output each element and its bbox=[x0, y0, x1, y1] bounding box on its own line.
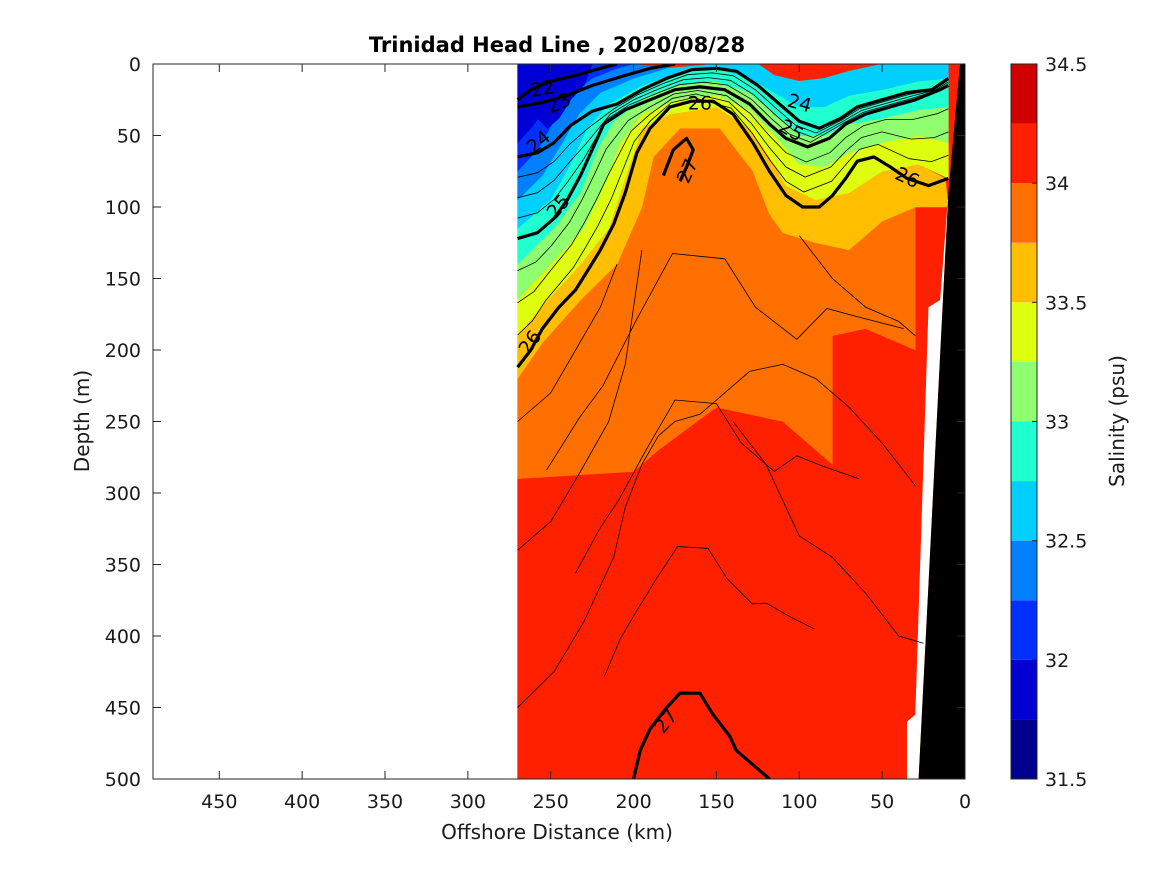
x-tick-label: 400 bbox=[284, 791, 320, 813]
minor-density-contour bbox=[546, 253, 904, 471]
seafloor-bathymetry bbox=[918, 64, 965, 779]
density-contour-layer bbox=[516, 64, 950, 779]
y-tick-label: 50 bbox=[117, 126, 141, 148]
minor-density-contour bbox=[517, 90, 949, 271]
salinity-region bbox=[517, 64, 593, 129]
minor-density-contour bbox=[517, 97, 949, 336]
y-tick-label: 450 bbox=[105, 698, 141, 720]
y-tick-label: 100 bbox=[105, 197, 141, 219]
x-tick-label: 250 bbox=[533, 791, 569, 813]
x-tick-label: 200 bbox=[615, 791, 651, 813]
minor-density-contour bbox=[575, 399, 860, 574]
colorbar-tick-label: 34.5 bbox=[1045, 54, 1087, 76]
density-contour-25 bbox=[517, 84, 950, 241]
colorbar-swatch bbox=[1011, 600, 1037, 660]
colorbar-swatch bbox=[1011, 64, 1037, 124]
x-tick-label: 100 bbox=[781, 791, 817, 813]
colorbar-tick-label: 33 bbox=[1045, 412, 1069, 434]
no-data-gap bbox=[907, 192, 949, 779]
minor-density-contour bbox=[517, 77, 949, 199]
colorbar-tick-label: 33.5 bbox=[1045, 292, 1087, 314]
colorbar-tick-label: 32.5 bbox=[1045, 531, 1087, 553]
colorbar-swatch bbox=[1011, 123, 1037, 184]
minor-density-contour bbox=[517, 264, 618, 422]
minor-density-contour bbox=[604, 546, 815, 677]
y-axis-label: Depth (m) bbox=[70, 370, 94, 472]
y-tick-label: 500 bbox=[105, 769, 141, 791]
colorbar-swatch bbox=[1011, 481, 1037, 541]
colorbar-swatch bbox=[1011, 421, 1037, 482]
minor-density-contour bbox=[517, 93, 949, 304]
y-tick-label: 0 bbox=[129, 54, 141, 76]
y-tick-label: 200 bbox=[105, 340, 141, 362]
colorbar-swatch bbox=[1011, 183, 1037, 243]
x-tick-label: 300 bbox=[450, 791, 486, 813]
x-axis-ticks: 450 400 350 300 250 200 150 100 50 0 bbox=[201, 64, 971, 813]
x-tick-label: 450 bbox=[201, 791, 237, 813]
bathymetry-layer bbox=[907, 64, 965, 779]
colorbar-swatch bbox=[1011, 361, 1037, 422]
colorbar-swatch bbox=[1011, 719, 1037, 779]
colorbar-tick-label: 32 bbox=[1045, 650, 1069, 672]
contour-label: 26 bbox=[688, 93, 712, 115]
y-tick-label: 250 bbox=[105, 412, 141, 434]
x-tick-label: 0 bbox=[959, 791, 971, 813]
minor-density-contour bbox=[517, 72, 949, 178]
minor-density-contour bbox=[732, 421, 924, 644]
minor-density-contour bbox=[798, 235, 916, 337]
x-axis-label: Offshore Distance (km) bbox=[441, 820, 673, 844]
density-contour-27 bbox=[661, 136, 695, 182]
density-contour-27 bbox=[632, 691, 771, 779]
minor-density-contour bbox=[517, 363, 916, 708]
y-tick-label: 350 bbox=[105, 555, 141, 577]
density-contour-22 bbox=[516, 64, 618, 102]
colorbar-swatch bbox=[1011, 302, 1037, 362]
y-tick-label: 150 bbox=[105, 269, 141, 291]
colorbar-swatch bbox=[1011, 242, 1037, 303]
minor-density-contour bbox=[517, 249, 643, 551]
colorbar-swatch bbox=[1011, 659, 1037, 720]
x-tick-label: 150 bbox=[698, 791, 734, 813]
colorbar-tick-label: 31.5 bbox=[1045, 769, 1087, 791]
density-contour-24 bbox=[517, 66, 950, 159]
contour-label: 22 bbox=[528, 76, 556, 102]
y-axis-ticks: 0 50 100 150 200 250 300 350 400 450 500 bbox=[105, 54, 965, 791]
density-contour-26 bbox=[516, 99, 949, 369]
minor-density-contour bbox=[517, 81, 949, 219]
x-tick-label: 350 bbox=[367, 791, 403, 813]
y-tick-label: 400 bbox=[105, 626, 141, 648]
colorbar-tick-label: 34 bbox=[1045, 173, 1069, 195]
colorbar-label: Salinity (psu) bbox=[1105, 355, 1129, 487]
chart-title: Trinidad Head Line , 2020/08/28 bbox=[369, 33, 745, 57]
x-tick-label: 50 bbox=[870, 791, 894, 813]
colorbar: 31.5 32 32.5 33 33.5 34 34.5 bbox=[1010, 54, 1087, 791]
density-contour-23 bbox=[517, 64, 676, 109]
colorbar-swatch bbox=[1011, 540, 1037, 601]
y-tick-label: 300 bbox=[105, 483, 141, 505]
